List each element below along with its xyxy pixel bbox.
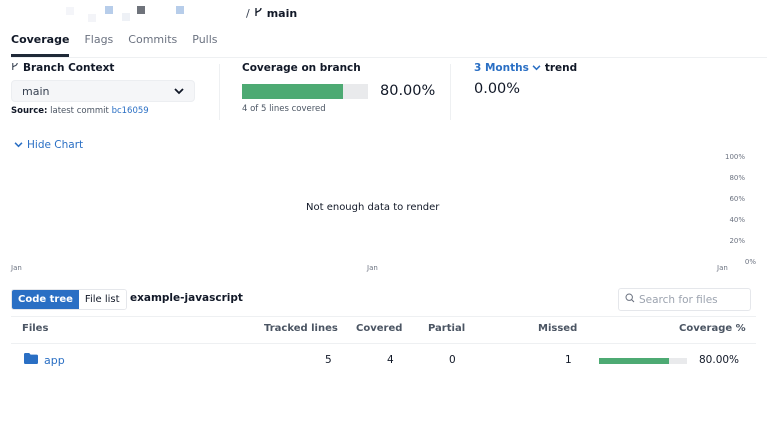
trend-title: 3 Months trend xyxy=(474,62,578,74)
column-header-files[interactable]: Files xyxy=(22,323,49,334)
tab-pulls[interactable]: Pulls xyxy=(192,33,218,46)
source-info: Source: latest commit bc16059 xyxy=(11,106,149,116)
y-tick: 60% xyxy=(729,195,745,203)
tracked-lines-value: 5 xyxy=(325,354,332,366)
search-input[interactable] xyxy=(639,293,749,306)
trend-range-dropdown[interactable]: 3 Months xyxy=(474,62,541,74)
column-header-missed[interactable]: Missed xyxy=(538,323,578,334)
branch-icon xyxy=(254,7,263,20)
folder-link-app[interactable]: app xyxy=(24,353,65,367)
branch-icon xyxy=(11,62,19,74)
x-tick: Jan xyxy=(367,264,378,272)
blurred-owner-block xyxy=(122,13,130,21)
table-divider xyxy=(11,316,756,317)
search-icon xyxy=(625,293,635,306)
chevron-down-icon xyxy=(14,139,23,151)
tabs-divider xyxy=(11,57,767,58)
tab-commits[interactable]: Commits xyxy=(128,33,178,46)
trend-section: 3 Months trend 0.00% xyxy=(474,62,674,120)
commit-link[interactable]: bc16059 xyxy=(111,106,149,116)
branch-select-value: main xyxy=(22,84,50,98)
branch-crumb: / main xyxy=(246,7,297,20)
chart-empty-message: Not enough data to render xyxy=(306,202,440,213)
coverage-section: Coverage on branch 80.00% 4 of 5 lines c… xyxy=(242,62,442,120)
column-divider xyxy=(450,64,451,120)
coverage-progress-fill xyxy=(242,83,343,99)
x-tick: Jan xyxy=(11,264,22,272)
y-tick: 40% xyxy=(729,216,745,224)
partial-value: 0 xyxy=(449,354,456,366)
branch-name[interactable]: main xyxy=(266,7,298,20)
lines-covered-text: 4 of 5 lines covered xyxy=(242,104,326,114)
column-header-coverage[interactable]: Coverage % xyxy=(679,323,746,334)
coverage-percent-value: 80.00% xyxy=(699,354,740,366)
header-divider xyxy=(11,343,756,344)
breadcrumb-separator: / xyxy=(246,7,250,20)
y-tick: 0% xyxy=(744,258,756,266)
missed-value: 1 xyxy=(565,354,572,366)
row-coverage-fill xyxy=(599,358,670,364)
blurred-owner-block xyxy=(66,7,74,15)
blurred-owner-block xyxy=(137,6,145,14)
branch-select[interactable]: main xyxy=(11,80,195,102)
row-coverage-bar xyxy=(599,358,687,364)
coverage-chart: 100% 80% 60% 40% 20% 0% Not enough data … xyxy=(11,150,756,275)
blurred-owner-block xyxy=(176,6,184,14)
column-header-tracked-lines[interactable]: Tracked lines xyxy=(264,323,338,334)
code-tree-toggle[interactable]: Code tree xyxy=(12,290,79,309)
blurred-owner-block xyxy=(88,14,96,22)
trend-value: 0.00% xyxy=(474,81,521,97)
folder-icon xyxy=(24,353,38,367)
x-tick: Jan xyxy=(717,264,728,272)
search-box[interactable] xyxy=(618,288,751,311)
blurred-owner-block xyxy=(105,6,113,14)
branch-context-title: Branch Context xyxy=(11,62,211,74)
coverage-value: 80.00% xyxy=(380,83,436,99)
covered-value: 4 xyxy=(387,354,394,366)
y-tick: 100% xyxy=(724,153,745,161)
tab-flags[interactable]: Flags xyxy=(84,33,114,46)
nav-tabs: Coverage Flags Commits Pulls xyxy=(11,33,218,57)
column-header-covered[interactable]: Covered xyxy=(356,323,403,334)
chevron-down-icon xyxy=(174,85,184,98)
chevron-down-icon xyxy=(532,62,541,74)
summary-panel: Branch Context main Source: latest commi… xyxy=(11,62,756,122)
view-toggle: Code tree File list xyxy=(11,289,127,310)
hide-chart-button[interactable]: Hide Chart xyxy=(14,139,83,151)
column-header-partial[interactable]: Partial xyxy=(428,323,466,334)
file-list-toggle[interactable]: File list xyxy=(78,290,126,309)
branch-context-section: Branch Context main Source: latest commi… xyxy=(11,62,211,120)
tab-coverage[interactable]: Coverage xyxy=(11,33,70,57)
repo-name: example-javascript xyxy=(130,292,243,304)
coverage-title: Coverage on branch xyxy=(242,62,361,74)
y-tick: 20% xyxy=(729,237,745,245)
y-tick: 80% xyxy=(729,174,745,182)
coverage-progress-bar xyxy=(242,83,368,99)
column-divider xyxy=(219,64,220,120)
